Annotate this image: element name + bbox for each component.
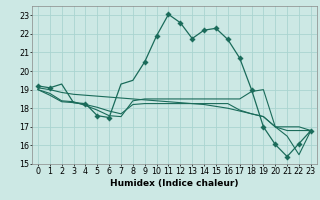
X-axis label: Humidex (Indice chaleur): Humidex (Indice chaleur) [110, 179, 239, 188]
